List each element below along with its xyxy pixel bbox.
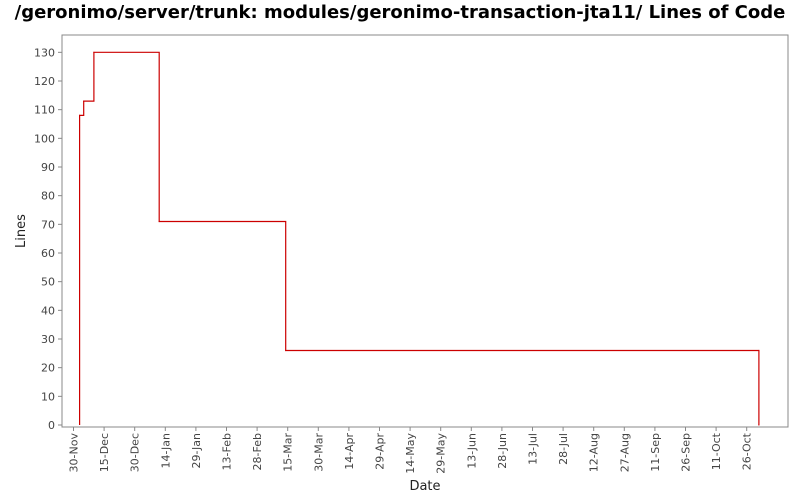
y-axis: 0 10 20 30 40 50 60 70 80 90 100 110 120 130: [34, 46, 62, 432]
x-axis: 30-Nov 15-Dec 30-Dec 14-Jan 29-Jan 13-Feb 28-F…: [68, 427, 754, 474]
series-group: [79, 51, 760, 426]
data-point: [285, 349, 287, 352]
x-tick-label: 28-Jul: [557, 433, 570, 465]
y-tick-label: 50: [41, 276, 55, 289]
series-line: [79, 51, 760, 425]
y-tick-label: 30: [41, 333, 55, 346]
x-tick-label: 14-May: [404, 433, 417, 474]
x-tick-label: 11-Sep: [649, 433, 662, 472]
x-tick-label: 29-Jan: [190, 433, 203, 469]
x-tick-label: 15-Dec: [98, 433, 111, 472]
y-tick-label: 110: [34, 104, 55, 117]
y-tick-label: 90: [41, 161, 55, 174]
y-axis-title: Lines: [14, 214, 29, 248]
y-tick-label: 70: [41, 218, 55, 231]
y-tick-label: 120: [34, 75, 55, 88]
plot-area: [61, 34, 789, 428]
data-point: [79, 114, 81, 116]
y-tick-label: 0: [48, 419, 55, 432]
x-tick-label: 13-Feb: [221, 433, 234, 470]
y-tick-label: 40: [41, 304, 55, 317]
data-point: [83, 100, 85, 102]
data-point: [158, 220, 160, 223]
x-tick-label: 13-Jul: [527, 433, 540, 465]
x-tick-label: 28-Jun: [496, 433, 509, 469]
y-tick-label: 10: [41, 390, 55, 403]
x-tick-label: 30-Mar: [312, 433, 325, 472]
y-tick-label: 80: [41, 190, 55, 203]
x-axis-title: Date: [409, 479, 440, 494]
y-tick-label: 100: [34, 132, 55, 145]
x-tick-label: 28-Feb: [251, 433, 264, 470]
x-tick-label: 12-Aug: [588, 433, 601, 472]
x-tick-label: 11-Oct: [710, 432, 723, 470]
y-tick-label: 20: [41, 362, 55, 375]
x-tick-label: 15-Mar: [282, 433, 295, 472]
x-tick-label: 14-Apr: [343, 433, 356, 470]
x-tick-label: 30-Dec: [129, 433, 142, 472]
x-tick-label: 13-Jun: [465, 433, 478, 469]
y-tick-label: 60: [41, 247, 55, 260]
y-tick-label: 130: [34, 46, 55, 59]
x-tick-label: 14-Jan: [159, 433, 172, 469]
data-point: [758, 349, 760, 352]
chart-title: /geronimo/server/trunk: modules/geronimo…: [14, 2, 786, 23]
x-tick-label: 30-Nov: [68, 433, 81, 473]
x-tick-label: 26-Sep: [680, 433, 693, 472]
data-point: [93, 51, 95, 53]
x-tick-label: 29-May: [435, 433, 448, 474]
x-tick-label: 29-Apr: [374, 433, 387, 470]
x-tick-label: 26-Oct: [741, 432, 754, 470]
data-point: [758, 424, 760, 426]
x-tick-label: 27-Aug: [618, 433, 631, 472]
